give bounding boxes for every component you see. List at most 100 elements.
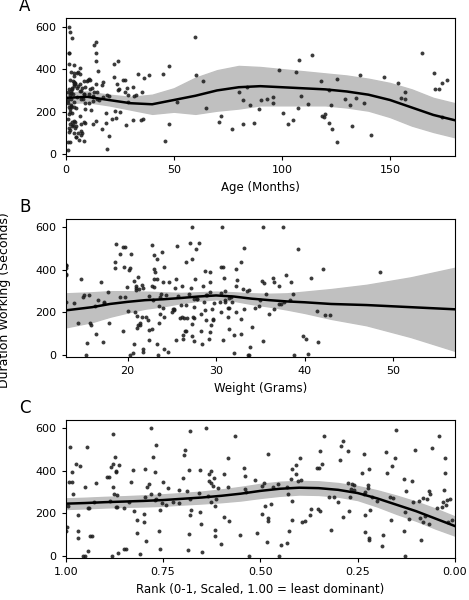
- Point: [178, 312, 185, 322]
- Point: [308, 50, 315, 60]
- Point: [170, 497, 177, 507]
- Point: [350, 485, 357, 494]
- Point: [143, 312, 150, 322]
- X-axis label: Rank (0-1, Scaled, 1.00 = least dominant): Rank (0-1, Scaled, 1.00 = least dominant…: [136, 583, 385, 596]
- Point: [294, 103, 302, 112]
- Point: [176, 313, 184, 323]
- Point: [221, 297, 229, 307]
- Point: [409, 497, 417, 507]
- Point: [333, 137, 340, 147]
- Point: [185, 530, 193, 539]
- Point: [386, 492, 393, 502]
- Point: [269, 482, 277, 492]
- Point: [152, 494, 159, 503]
- Point: [145, 71, 153, 80]
- Point: [207, 467, 215, 476]
- Point: [68, 89, 75, 98]
- Point: [265, 516, 272, 526]
- Point: [66, 137, 74, 147]
- Point: [216, 298, 224, 307]
- Point: [75, 81, 82, 91]
- Point: [295, 476, 302, 485]
- Point: [247, 101, 254, 110]
- Point: [141, 509, 148, 518]
- Point: [70, 77, 77, 86]
- Point: [199, 281, 206, 290]
- Point: [160, 344, 168, 354]
- Point: [68, 103, 75, 112]
- Point: [283, 539, 290, 548]
- Point: [151, 495, 159, 505]
- Point: [78, 128, 86, 138]
- Point: [321, 431, 328, 441]
- Point: [121, 76, 129, 85]
- Point: [435, 431, 442, 441]
- Point: [65, 127, 72, 136]
- Point: [115, 84, 123, 94]
- Point: [158, 247, 166, 256]
- Point: [192, 245, 199, 254]
- Point: [66, 49, 73, 58]
- Point: [241, 463, 248, 473]
- Point: [170, 305, 178, 315]
- Point: [130, 465, 137, 475]
- Point: [113, 503, 120, 512]
- Point: [72, 459, 80, 469]
- Point: [67, 86, 75, 95]
- Point: [419, 517, 427, 527]
- Point: [151, 467, 159, 477]
- Point: [402, 486, 410, 496]
- Point: [138, 312, 146, 322]
- Point: [70, 71, 77, 81]
- Point: [361, 98, 368, 107]
- Point: [136, 320, 144, 329]
- Point: [137, 116, 145, 125]
- Point: [153, 254, 161, 264]
- Point: [384, 469, 391, 478]
- Point: [180, 313, 188, 322]
- Point: [145, 479, 152, 489]
- Point: [121, 292, 129, 302]
- Point: [243, 286, 250, 296]
- Point: [279, 223, 286, 232]
- Point: [258, 481, 265, 491]
- Point: [150, 264, 158, 274]
- Point: [160, 263, 168, 272]
- Point: [418, 49, 426, 58]
- Point: [144, 482, 151, 492]
- Point: [66, 91, 74, 100]
- Point: [217, 111, 224, 121]
- Point: [65, 48, 73, 58]
- Point: [210, 298, 218, 308]
- Point: [130, 340, 137, 349]
- Point: [75, 135, 83, 145]
- Point: [100, 298, 107, 307]
- Point: [76, 461, 84, 471]
- Point: [62, 263, 69, 273]
- Point: [111, 489, 118, 499]
- Point: [218, 262, 225, 272]
- Point: [274, 479, 281, 488]
- Point: [196, 507, 204, 517]
- Point: [145, 325, 153, 335]
- Point: [341, 94, 349, 103]
- Point: [401, 87, 409, 97]
- Point: [352, 94, 360, 103]
- Point: [105, 131, 113, 141]
- Point: [344, 478, 352, 488]
- Point: [387, 515, 395, 525]
- Point: [416, 514, 424, 523]
- Point: [297, 476, 304, 485]
- Point: [70, 82, 77, 91]
- Point: [400, 526, 408, 536]
- Point: [80, 94, 87, 103]
- Point: [111, 452, 119, 462]
- Point: [205, 335, 212, 344]
- Point: [156, 310, 164, 319]
- Point: [172, 274, 180, 284]
- Point: [180, 473, 187, 483]
- Point: [159, 477, 167, 487]
- Point: [70, 128, 78, 137]
- Point: [115, 460, 123, 470]
- Point: [200, 297, 208, 307]
